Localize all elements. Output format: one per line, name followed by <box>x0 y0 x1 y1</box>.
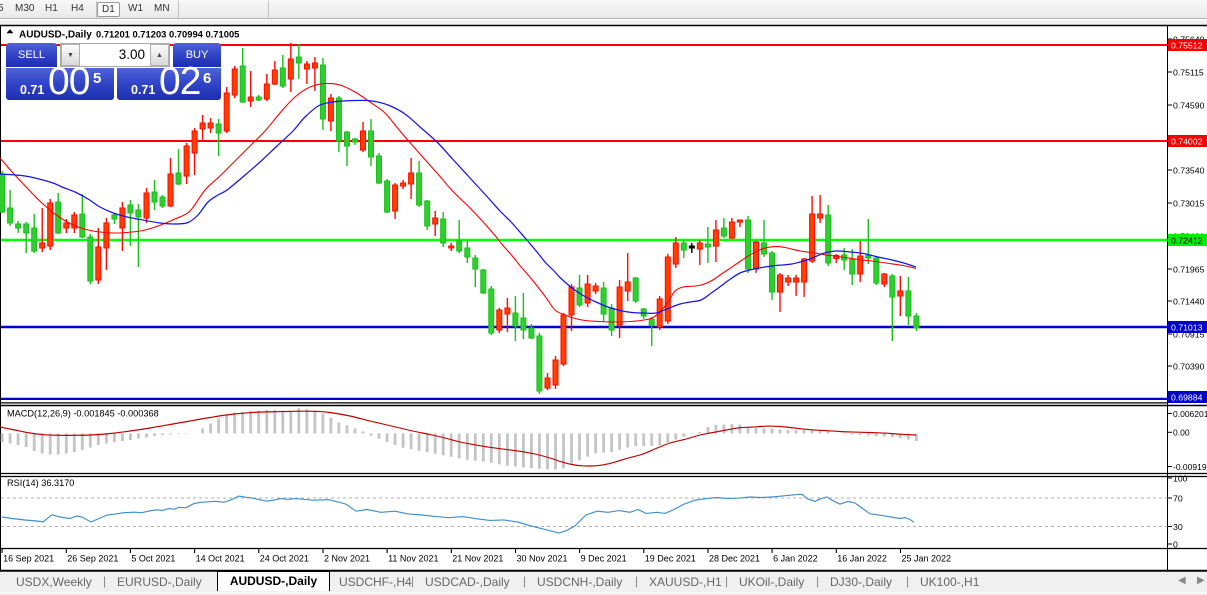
svg-text:0.70915: 0.70915 <box>1173 329 1205 339</box>
svg-text:0.69884: 0.69884 <box>1171 393 1203 403</box>
svg-text:RSI(14) 36.3170: RSI(14) 36.3170 <box>7 478 74 488</box>
svg-text:16 Sep 2021: 16 Sep 2021 <box>3 554 54 564</box>
svg-text:0.73015: 0.73015 <box>1173 198 1205 208</box>
svg-text:0.72412: 0.72412 <box>1171 236 1203 246</box>
svg-text:0: 0 <box>1173 539 1178 549</box>
svg-text:25 Jan 2022: 25 Jan 2022 <box>902 554 952 564</box>
svg-text:14 Oct 2021: 14 Oct 2021 <box>196 554 245 564</box>
svg-text:0.00: 0.00 <box>1173 428 1190 438</box>
svg-text:0.75115: 0.75115 <box>1173 67 1204 77</box>
svg-text:28 Dec 2021: 28 Dec 2021 <box>709 554 760 564</box>
svg-text:16 Jan 2022: 16 Jan 2022 <box>837 554 887 564</box>
svg-text:2 Nov 2021: 2 Nov 2021 <box>324 554 370 564</box>
svg-text:MACD(12,26,9) -0.001845 -0.000: MACD(12,26,9) -0.001845 -0.000368 <box>7 409 159 419</box>
svg-text:11 Nov 2021: 11 Nov 2021 <box>388 554 438 564</box>
svg-text:0.006201: 0.006201 <box>1173 409 1207 419</box>
svg-text:30 Nov 2021: 30 Nov 2021 <box>517 554 568 564</box>
svg-text:24 Oct 2021: 24 Oct 2021 <box>260 554 309 564</box>
svg-text:0.74002: 0.74002 <box>1171 137 1203 147</box>
svg-text:0.74590: 0.74590 <box>1173 100 1205 110</box>
svg-text:0.71013: 0.71013 <box>1171 323 1203 333</box>
svg-text:0.71201 0.71203 0.70994 0.7100: 0.71201 0.71203 0.70994 0.71005 <box>96 29 239 40</box>
svg-text:5 Oct 2021: 5 Oct 2021 <box>131 554 175 564</box>
svg-text:6 Jan 2022: 6 Jan 2022 <box>773 554 818 564</box>
svg-text:-0.009192: -0.009192 <box>1173 462 1207 472</box>
svg-text:9 Dec 2021: 9 Dec 2021 <box>581 554 627 564</box>
svg-text:100: 100 <box>1173 473 1188 483</box>
svg-text:0.70390: 0.70390 <box>1173 361 1205 371</box>
svg-text:0.71440: 0.71440 <box>1173 296 1205 306</box>
svg-text:30: 30 <box>1173 522 1183 532</box>
svg-text:70: 70 <box>1173 493 1183 503</box>
svg-text:21 Nov 2021: 21 Nov 2021 <box>452 554 503 564</box>
svg-text:26 Sep 2021: 26 Sep 2021 <box>67 554 118 564</box>
svg-text:0.71965: 0.71965 <box>1173 264 1205 274</box>
svg-text:0.73540: 0.73540 <box>1173 165 1205 175</box>
svg-text:0.75512: 0.75512 <box>1171 41 1203 51</box>
svg-text:19 Dec 2021: 19 Dec 2021 <box>645 554 696 564</box>
svg-text:AUDUSD-,Daily: AUDUSD-,Daily <box>19 30 92 41</box>
